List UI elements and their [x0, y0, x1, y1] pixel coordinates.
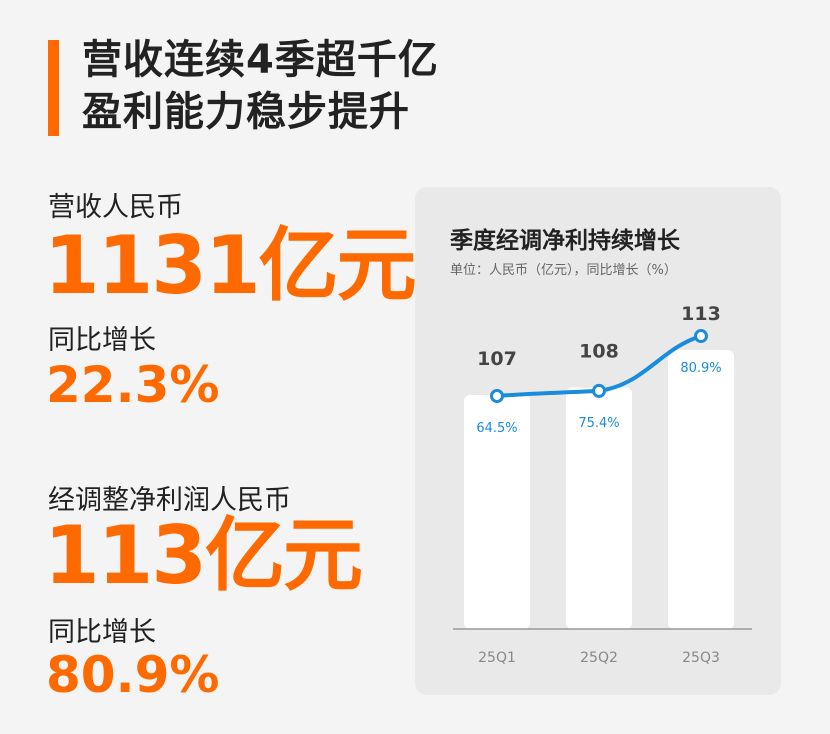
- growth-label: 80.9%: [680, 361, 721, 376]
- growth-point-25Q1: [490, 389, 504, 403]
- revenue-label: 营收人民币: [48, 192, 183, 223]
- chart-title: 季度经调净利持续增长: [450, 228, 680, 254]
- revenue-yoy-label: 同比增长: [48, 325, 156, 356]
- growth-point-25Q2: [592, 383, 606, 398]
- revenue-yoy-value: 22.3%: [46, 356, 220, 414]
- revenue-value: 1131亿元: [44, 219, 417, 312]
- x-tick-label: 25Q1: [478, 650, 516, 666]
- net-profit-yoy-value: 80.9%: [46, 646, 220, 704]
- growth-point-25Q3: [694, 329, 708, 344]
- bar-25Q1: [464, 395, 530, 629]
- bar-value-label: 108: [579, 341, 619, 363]
- bar-25Q3: [668, 350, 734, 629]
- net-profit-yoy-label: 同比增长: [48, 617, 156, 648]
- headline-accent-bar: [48, 40, 59, 136]
- net-profit-value: 113亿元: [44, 509, 363, 602]
- growth-label: 75.4%: [578, 416, 619, 431]
- chart-subtitle: 单位：人民币（亿元），同比增长（%）: [450, 263, 677, 278]
- bar-value-label: 107: [477, 348, 517, 370]
- headline-line-2: 盈利能力稳步提升: [82, 89, 410, 135]
- bar-25Q2: [566, 387, 632, 629]
- headline-line-1: 营收连续4季超千亿: [82, 37, 439, 83]
- bar-value-label: 113: [681, 303, 721, 325]
- net-profit-label: 经调整净利润人民币: [48, 485, 291, 516]
- x-tick-label: 25Q3: [682, 650, 720, 666]
- growth-label: 64.5%: [476, 421, 517, 436]
- headline: 营收连续4季超千亿 盈利能力稳步提升: [82, 34, 439, 138]
- x-tick-label: 25Q2: [580, 650, 618, 666]
